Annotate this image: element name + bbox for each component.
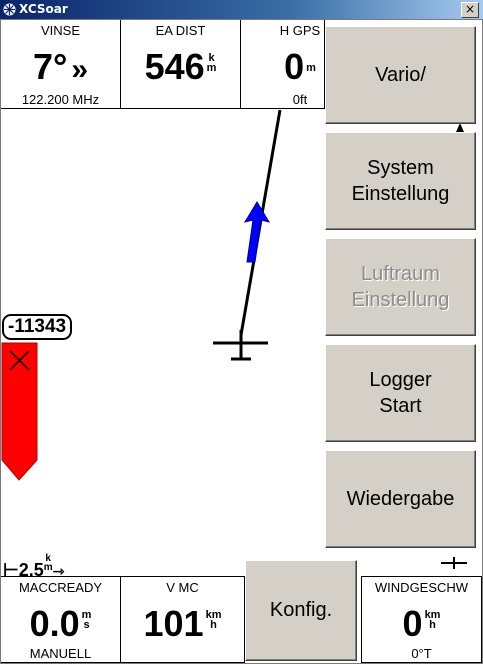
infobox-maccready[interactable]: MACCREADY 0.0 m s MANUELL: [1, 576, 121, 663]
close-icon: [9, 350, 30, 371]
infobox-comment: 122.200 MHz: [21, 92, 100, 107]
aircraft-icon: [213, 330, 268, 361]
infobox-title: VINSE: [40, 23, 80, 38]
xcsoar-app-icon: [3, 3, 16, 16]
wind-arrow-icon: [243, 201, 271, 263]
infobox-comment: MANUELL: [29, 646, 92, 661]
waypoint-marker: [456, 123, 464, 132]
infobox-value: 7°»: [32, 46, 89, 87]
infobox-windgeschw[interactable]: WINDGESCHW 0 km h 0°T: [361, 576, 482, 663]
close-icon: ×: [464, 2, 476, 16]
konfig-button[interactable]: Konfig.: [245, 560, 357, 661]
infobox-value: 101 km h: [143, 603, 222, 644]
window-title: XCSoar: [19, 2, 68, 16]
infobox-title: MACCREADY: [18, 580, 103, 595]
close-button[interactable]: ×: [461, 2, 479, 18]
menu-vario-button[interactable]: Vario/: [325, 26, 476, 124]
menu-logger-start-button[interactable]: Logger Start: [325, 344, 476, 442]
infobox-title: WINDGESCHW: [374, 580, 469, 595]
infobox-vinse[interactable]: VINSE 7°» 122.200 MHz: [1, 20, 121, 109]
menu-replay-button[interactable]: Wiedergabe: [325, 450, 476, 548]
infobox-title: V MC: [166, 580, 199, 595]
scale-arrow-icon: ⇾: [52, 563, 65, 579]
altitude-label: -11343: [2, 314, 73, 340]
moving-map[interactable]: [1, 110, 481, 576]
infobox-title: EA DIST: [155, 23, 206, 38]
infobox-unit: km h: [205, 609, 222, 631]
menu-system-settings-button[interactable]: System Einstellung: [325, 132, 476, 230]
infobox-value: 0 km h: [402, 603, 441, 644]
infobox-unit: m: [306, 62, 316, 74]
infobox-title: H GPS: [279, 23, 321, 38]
small-aircraft-icon: [441, 557, 467, 569]
title-bar: XCSoar ×: [0, 0, 483, 19]
infobox-v-mc[interactable]: V MC 101 km h: [121, 576, 245, 663]
infobox-comment: 0°T: [411, 646, 432, 661]
infobox-unit: km h: [424, 609, 441, 631]
scale-bar-icon: ⊢: [3, 560, 19, 580]
infobox-value: 0.0 m s: [29, 603, 92, 644]
infobox-ea-dist[interactable]: EA DIST 546 k m: [121, 20, 241, 109]
map-scale: ⊢2.5k m⇾: [3, 553, 65, 581]
infobox-value: 546 k m: [144, 46, 217, 87]
infobox-comment: 0ft: [292, 92, 308, 107]
menu-airspace-settings-button[interactable]: Luftraum Einstellung: [325, 238, 476, 336]
final-glide-bar-icon: [1, 342, 38, 481]
heading-arrow-icon: »: [71, 53, 89, 86]
